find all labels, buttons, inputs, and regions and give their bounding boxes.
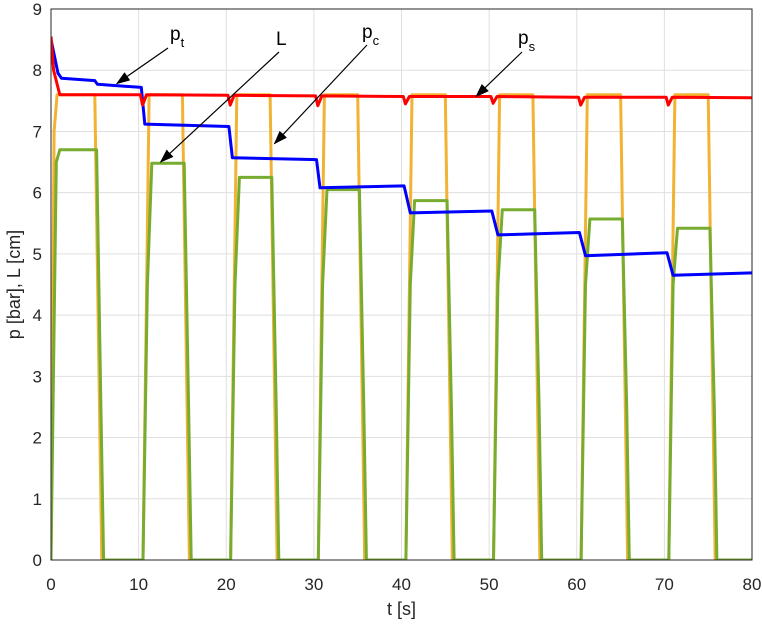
x-tick-label: 0 [46,575,55,594]
x-tick-label: 40 [392,575,411,594]
plot-frame [50,8,753,561]
y-axis-title: p [bar], L [cm] [4,230,24,339]
y-tick-label: 4 [33,306,42,325]
x-tick-label: 80 [743,575,762,594]
annotation-label: L [276,29,287,50]
series-line-ps [51,36,752,108]
series-line-pt [51,39,752,277]
y-tick-label: 9 [33,0,42,19]
x-tick-label: 60 [567,575,586,594]
y-tick-label: 5 [33,245,42,264]
y-tick-label: 7 [33,122,42,141]
y-tick-label: 6 [33,184,42,203]
annotation-arrow [273,44,368,145]
y-tick-label: 2 [33,429,42,448]
annotation-label: ps [518,28,536,54]
x-axis-title: t [s] [387,599,416,619]
x-tick-label: 70 [655,575,674,594]
annotation-label: pt [170,24,185,50]
x-tick-label: 10 [129,575,148,594]
series-group [51,36,752,560]
x-tick-label: 50 [480,575,499,594]
annotation-arrow [159,51,280,163]
y-tick-label: 8 [33,61,42,80]
annotation-arrow [115,47,169,85]
y-tick-label: 1 [33,490,42,509]
x-tick-label: 20 [217,575,236,594]
x-tick-label: 30 [304,575,323,594]
x-tick-labels: 0 10 20 30 40 50 60 70 80 [46,575,761,594]
y-tick-label: 0 [33,551,42,570]
annotation-arrow [475,51,523,98]
y-tick-label: 3 [33,367,42,386]
series-line-L [51,148,752,560]
annotation-label: pc [362,22,380,48]
y-tick-labels: 0 1 2 3 4 5 6 7 8 9 [33,0,42,570]
